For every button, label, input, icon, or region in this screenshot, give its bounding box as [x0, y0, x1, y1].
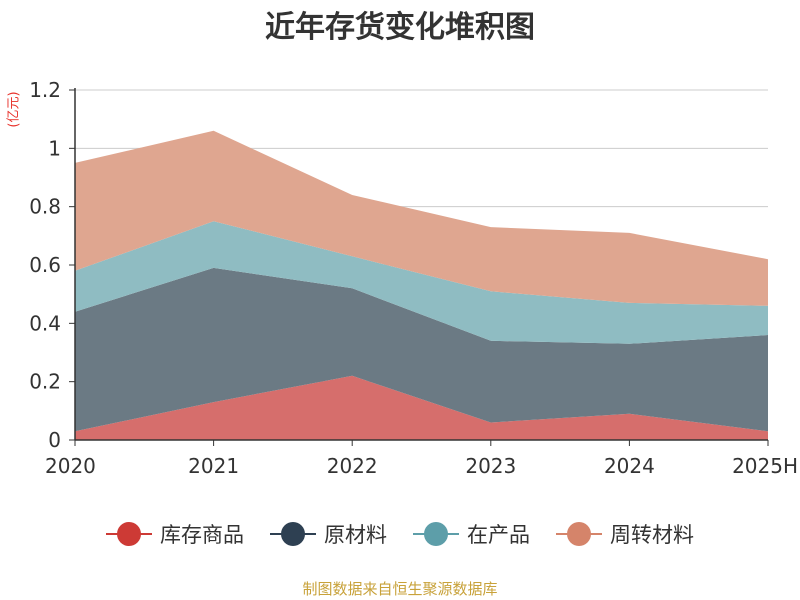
legend-marker: [270, 522, 316, 546]
y-tick-label: 0.8: [29, 195, 61, 219]
axes: [74, 88, 769, 446]
legend-label: 库存商品: [160, 523, 244, 547]
tick-labels: 0 0.2 0.4 0.6 0.8 1 1.2 2020 2021 2022 2023 2024 202…: [29, 78, 798, 478]
legend-label: 在产品: [467, 523, 530, 547]
y-tick-label: 0.6: [29, 253, 61, 277]
legend-item[interactable]: 周转材料: [556, 519, 694, 549]
y-tick-label: 1.2: [29, 78, 61, 102]
x-tick-label: 2020: [45, 454, 96, 478]
y-tick-label: 0.2: [29, 370, 61, 394]
x-tick-label: 2022: [327, 454, 378, 478]
y-tick-label: 0: [48, 428, 61, 452]
legend-item[interactable]: 原材料: [270, 519, 387, 549]
x-tick-label: 2024: [604, 454, 655, 478]
legend-marker: [106, 522, 152, 546]
area-series-1: [75, 375, 768, 440]
x-tick-label: 2021: [188, 454, 239, 478]
area-series: [75, 130, 768, 440]
chart-title: 近年存货变化堆积图: [265, 10, 535, 45]
x-tick-label: 2025H: [732, 454, 798, 478]
area-series-4: [75, 130, 768, 306]
legend-marker: [556, 522, 602, 546]
area-series-3: [75, 221, 768, 344]
legend-item[interactable]: 库存商品: [106, 519, 244, 549]
y-tick-label: 1: [48, 136, 61, 160]
x-tick-label: 2023: [465, 454, 516, 478]
y-tick-label: 0.4: [29, 311, 61, 335]
area-series-2: [75, 267, 768, 432]
legend-marker: [413, 522, 459, 546]
legend-item[interactable]: 在产品: [413, 519, 530, 549]
source-note: 制图数据来自恒生聚源数据库: [302, 580, 498, 598]
legend-label: 原材料: [324, 523, 387, 547]
legend-label: 周转材料: [610, 523, 694, 547]
legend: 库存商品 原材料 在产品 周转材料: [0, 517, 800, 551]
